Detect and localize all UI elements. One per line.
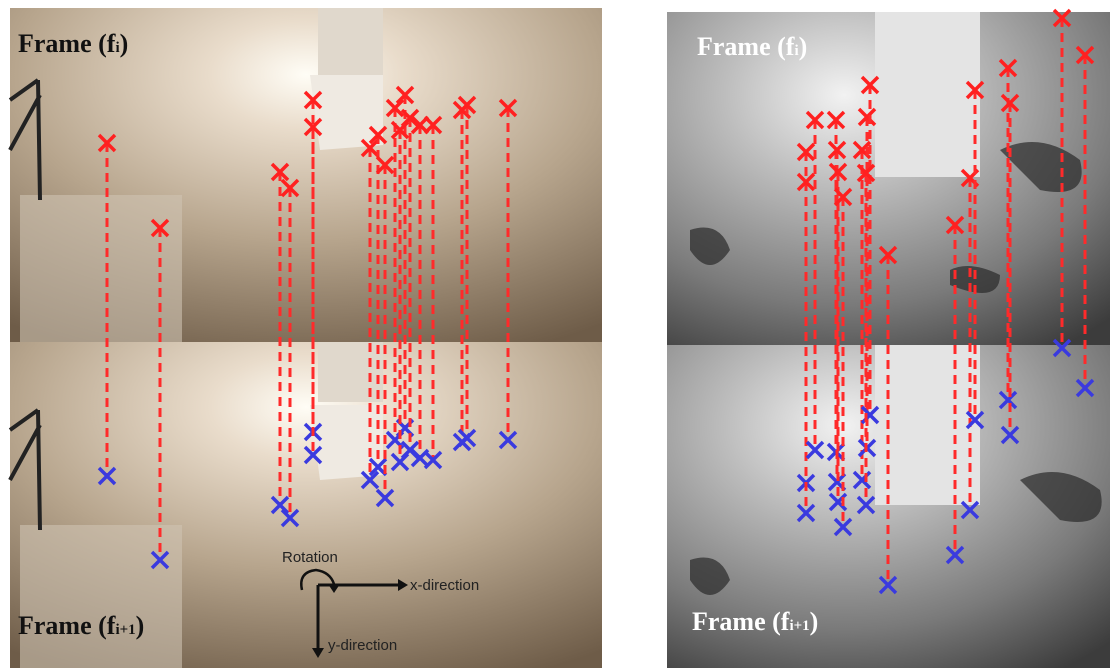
- feature-point-next: [360, 470, 380, 490]
- feature-point-current: [833, 187, 853, 207]
- feature-matches: [97, 8, 1095, 595]
- feature-point-next: [270, 495, 290, 515]
- frame-label: Frame (fi+1): [18, 611, 144, 640]
- feature-point-next: [280, 508, 300, 528]
- feature-point-next: [828, 492, 848, 512]
- annotation-text: y-direction: [328, 637, 397, 654]
- feature-point-current: [857, 107, 877, 127]
- feature-point-next: [965, 410, 985, 430]
- feature-point-next: [368, 457, 388, 477]
- feature-point-current: [965, 80, 985, 100]
- feature-point-current: [270, 162, 290, 182]
- feature-point-next: [97, 466, 117, 486]
- feature-point-current: [1052, 8, 1072, 28]
- feature-point-next: [375, 488, 395, 508]
- feature-point-current: [457, 95, 477, 115]
- feature-point-current: [796, 142, 816, 162]
- axes-annotation: Rotation x-direction y-direction: [282, 549, 479, 658]
- feature-point-current: [375, 155, 395, 175]
- feature-point-next: [878, 575, 898, 595]
- feature-point-current: [400, 108, 420, 128]
- frame-label: Frame (fi+1): [692, 607, 818, 636]
- feature-point-current: [423, 115, 443, 135]
- annotation-text: Rotation: [282, 549, 338, 566]
- feature-point-current: [385, 98, 405, 118]
- feature-point-next: [1075, 378, 1095, 398]
- annotation-text: x-direction: [410, 577, 479, 594]
- feature-point-current: [826, 110, 846, 130]
- feature-point-current: [150, 218, 170, 238]
- feature-point-next: [960, 500, 980, 520]
- feature-point-next: [945, 545, 965, 565]
- feature-point-current: [360, 138, 380, 158]
- feature-point-current: [1075, 45, 1095, 65]
- feature-point-current: [860, 75, 880, 95]
- right-image: [667, 12, 1110, 668]
- feature-point-current: [805, 110, 825, 130]
- feature-point-current: [1000, 93, 1020, 113]
- feature-point-current: [856, 163, 876, 183]
- feature-point-next: [833, 517, 853, 537]
- feature-point-current: [303, 117, 323, 137]
- feature-point-current: [97, 133, 117, 153]
- feature-point-current: [998, 58, 1018, 78]
- feature-point-next: [303, 445, 323, 465]
- feature-point-current: [827, 140, 847, 160]
- feature-point-current: [280, 178, 300, 198]
- frame-label: Frame (fi): [18, 29, 128, 58]
- feature-point-current: [395, 85, 415, 105]
- feature-point-current: [945, 215, 965, 235]
- feature-point-current: [828, 162, 848, 182]
- feature-point-next: [1000, 425, 1020, 445]
- feature-point-next: [805, 440, 825, 460]
- feature-point-next: [150, 550, 170, 570]
- feature-point-next: [1052, 338, 1072, 358]
- feature-point-next: [856, 495, 876, 515]
- feature-point-next: [423, 450, 443, 470]
- feature-point-current: [796, 172, 816, 192]
- left-image: [8, 8, 602, 668]
- feature-point-next: [498, 430, 518, 450]
- feature-point-next: [796, 503, 816, 523]
- frame-label: Frame (fi): [697, 32, 807, 61]
- feature-point-current: [878, 245, 898, 265]
- feature-point-current: [303, 90, 323, 110]
- feature-point-current: [498, 98, 518, 118]
- feature-point-next: [457, 428, 477, 448]
- feature-point-next: [998, 390, 1018, 410]
- feature-point-current: [368, 125, 388, 145]
